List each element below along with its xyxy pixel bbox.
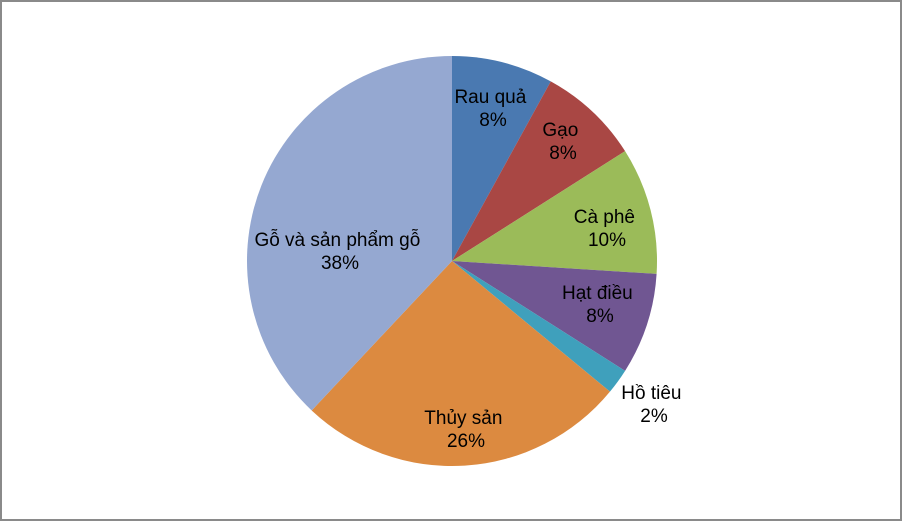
slice-name: Gỗ và sản phẩm gỗ — [254, 229, 420, 251]
pie-label-ho-tieu: Hồ tiêu 2% — [621, 383, 686, 427]
slice-percent: 10% — [588, 230, 626, 251]
pie-slice-1 — [452, 81, 626, 261]
slice-percent: 26% — [447, 431, 485, 452]
slice-percent: 8% — [479, 110, 507, 131]
pie-label-thuy-san: Thủy sản 26% — [424, 408, 507, 452]
pie-slices — [247, 56, 658, 467]
pie-label-go-va-san-pham-go: Gỗ và sản phẩm gỗ 38% — [254, 229, 425, 274]
slice-percent: 8% — [549, 143, 577, 164]
pie-slice-0 — [452, 56, 551, 261]
pie-label-ca-phe: Cà phê 10% — [574, 207, 641, 251]
slice-percent: 2% — [640, 406, 668, 427]
pie-slice-4 — [452, 261, 626, 392]
pie-slice-5 — [311, 261, 610, 467]
pie-label-rau-qua: Rau quả 8% — [454, 87, 531, 131]
pie-slice-6 — [247, 56, 452, 411]
slice-name: Rau quả — [454, 87, 526, 108]
pie-slice-3 — [452, 261, 657, 371]
slice-percent: 38% — [321, 253, 359, 274]
slice-name: Cà phê — [574, 207, 635, 228]
slice-name: Hồ tiêu — [621, 383, 681, 404]
slice-name: Hạt điều — [562, 283, 633, 304]
slice-name: Gạo — [542, 120, 578, 141]
pie-data-labels: Rau quả 8% Gạo 8% Cà phê 10% Hạt điều 8%… — [254, 87, 686, 452]
pie-label-hat-dieu: Hạt điều 8% — [562, 283, 638, 327]
slice-percent: 8% — [586, 306, 614, 327]
slice-name: Thủy sản — [424, 408, 502, 429]
pie-label-gao: Gạo 8% — [542, 120, 583, 164]
pie-slice-2 — [452, 151, 658, 274]
